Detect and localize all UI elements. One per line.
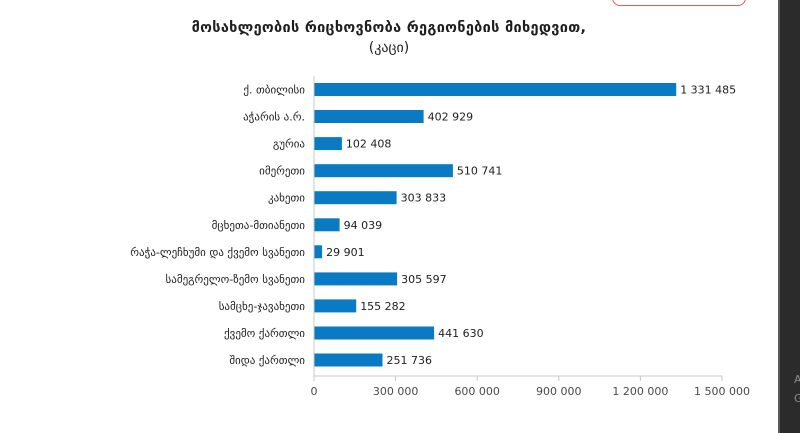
category-label-10: შიდა ქართლი [229,354,305,367]
bar-3 [314,164,453,178]
bar-2 [314,137,342,151]
x-tick-label-3: 900 000 [536,385,582,398]
bar-7 [314,272,398,286]
category-label-6: რაჭა-ლეჩხუმი და ქვემო სვანეთი [130,246,305,259]
category-label-1: აჭარის ა.რ. [243,111,305,124]
side-panel-divider [778,0,780,433]
bars-group [314,83,677,367]
x-tick-label-4: 1 200 000 [612,385,668,398]
value-label-7: 305 597 [401,273,447,286]
value-label-5: 94 039 [344,219,383,232]
bar-6 [314,245,323,259]
bar-5 [314,218,340,232]
value-label-6: 29 901 [326,246,365,259]
category-label-7: სამეგრელო-ზემო სვანეთი [165,273,305,286]
bar-chart: ქ. თბილისი აჭარის ა.რ. გურია იმერეთი კახეთი მ… [130,76,750,398]
value-label-4: 303 833 [401,192,447,205]
x-tick-label-2: 600 000 [454,385,500,398]
category-label-0: ქ. თბილისი [243,84,305,97]
chart-title: მოსახლეობის რიცხოვნობა რეგიონების მიხედვ… [191,20,587,36]
value-label-9: 441 630 [438,327,484,340]
value-label-8: 155 282 [360,300,406,313]
bar-1 [314,110,424,123]
value-label-2: 102 408 [346,138,392,151]
x-tick-label-1: 300 000 [373,385,419,398]
category-label-3: იმერეთი [259,165,305,178]
category-label-8: სამცხე-ჯავახეთი [219,300,306,313]
x-ticks-group: 0 300 000 600 000 900 000 1 200 000 1 500 000 [311,376,750,398]
category-label-9: ქვემო ქართლი [224,327,305,340]
value-label-3: 510 741 [457,165,503,178]
bar-4 [314,191,397,205]
category-label-2: გურია [273,138,306,151]
value-label-10: 251 736 [387,354,433,367]
category-labels-group: ქ. თბილისი აჭარის ა.რ. გურია იმერეთი კახეთი მ… [130,84,305,368]
bar-0 [314,83,677,96]
bar-8 [314,299,357,313]
side-panel-letter-a: A [794,373,800,386]
bar-10 [314,353,383,367]
x-tick-label-5: 1 500 000 [694,385,750,398]
side-panel: A G [778,0,800,433]
x-tick-label-0: 0 [311,385,318,398]
value-label-0: 1 331 485 [680,84,736,97]
bar-9 [314,326,435,340]
value-labels-group: 1 331 485 402 929 102 408 510 741 303 833 94 … [326,84,736,368]
side-panel-letter-g: G [794,392,800,405]
category-label-5: მცხეთა-მთიანეთი [212,219,306,232]
value-label-1: 402 929 [428,111,474,124]
chart-subtitle: (კაცი) [368,40,410,56]
category-label-4: კახეთი [268,192,305,205]
